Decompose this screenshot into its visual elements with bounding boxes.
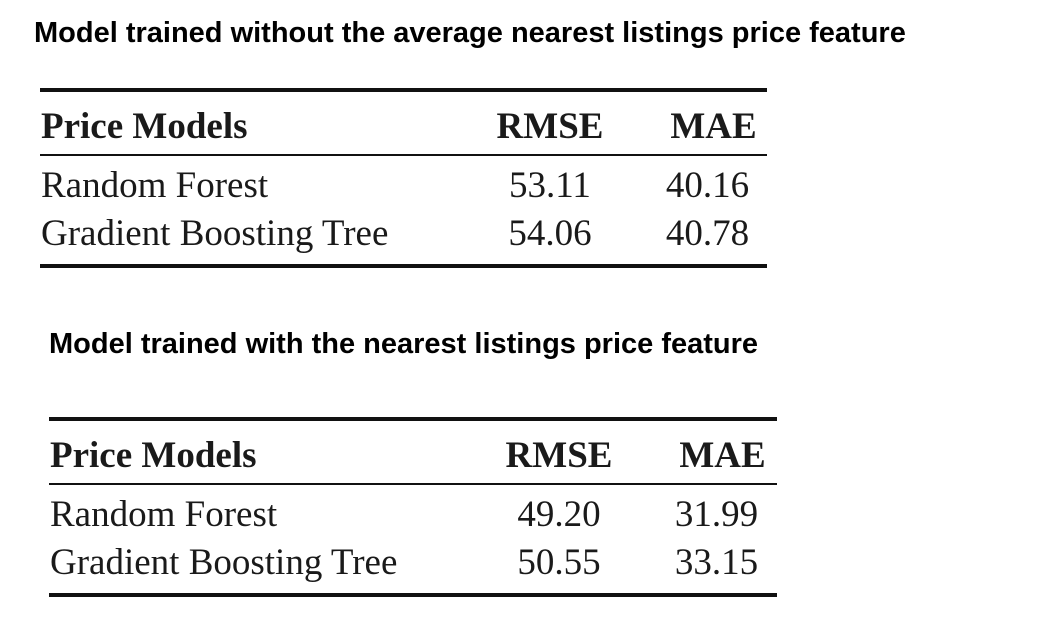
table-header-rule [49,483,777,485]
column-header-rmse: RMSE [496,106,604,147]
model-name-cell: Random Forest [50,494,278,535]
mae-cell: 40.78 [665,213,750,254]
table-body: Random Forest 49.20 31.99 Gradient Boost… [49,485,777,593]
table-row: Gradient Boosting Tree 50.55 33.15 [49,537,777,585]
results-table-without-feature: Price Models RMSE MAE Random Forest 53.1… [40,88,767,268]
rmse-cell: 50.55 [517,542,601,583]
model-name-cell: Random Forest [41,165,269,206]
table-header-row: Price Models RMSE MAE [40,92,767,154]
column-header-price-models: Price Models [50,435,257,476]
table-top-rule [40,88,767,92]
table-top-rule [49,417,777,421]
section-heading-with-feature: Model trained with the nearest listings … [49,328,759,360]
column-header-rmse: RMSE [505,435,613,476]
mae-cell: 33.15 [674,542,759,583]
table-row: Random Forest 53.11 40.16 [40,160,767,208]
table-bottom-rule [40,264,767,268]
section-heading-without-feature: Model trained without the average neares… [34,17,906,49]
table-bottom-rule [49,593,777,597]
mae-cell: 40.16 [665,165,750,206]
table-row: Gradient Boosting Tree 54.06 40.78 [40,208,767,256]
rmse-cell: 53.11 [509,165,591,206]
column-header-mae: MAE [670,106,757,147]
model-name-cell: Gradient Boosting Tree [50,542,398,583]
mae-cell: 31.99 [674,494,759,535]
rmse-cell: 54.06 [508,213,592,254]
table-header-rule [40,154,767,156]
results-table-with-feature: Price Models RMSE MAE Random Forest 49.2… [49,417,777,597]
table-body: Random Forest 53.11 40.16 Gradient Boost… [40,156,767,264]
rmse-cell: 49.20 [517,494,601,535]
table-row: Random Forest 49.20 31.99 [49,489,777,537]
table-header-row: Price Models RMSE MAE [49,421,777,483]
column-header-price-models: Price Models [41,106,248,147]
model-name-cell: Gradient Boosting Tree [41,213,389,254]
column-header-mae: MAE [679,435,766,476]
